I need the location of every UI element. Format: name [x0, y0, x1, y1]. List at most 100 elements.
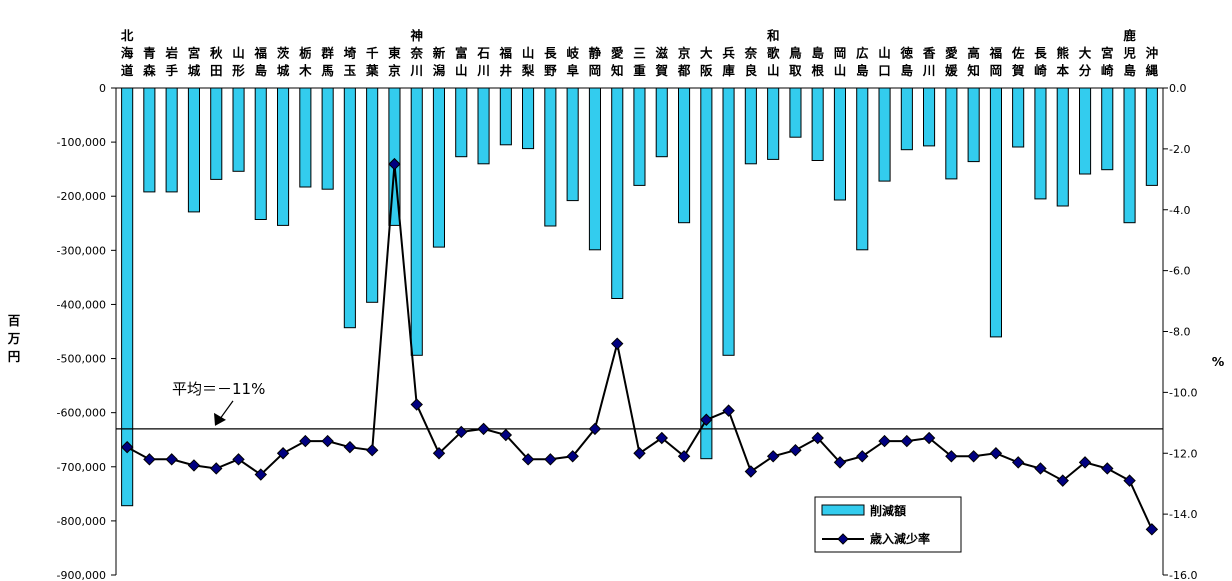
bar-兵庫 [722, 87, 735, 356]
rate-point-大阪 [700, 413, 713, 426]
category-label: 茨城 [277, 46, 290, 79]
rate-point-福岡 [989, 447, 1003, 460]
bar-三重 [633, 87, 646, 186]
average-arrow-head [214, 412, 226, 426]
bar-福岡 [989, 87, 1003, 338]
bar-静岡 [588, 87, 602, 251]
category-label: 富山 [455, 46, 468, 79]
category-label: 鹿児島 [1122, 28, 1136, 78]
rate-point-滋賀 [655, 431, 668, 445]
rate-point-岐阜 [566, 450, 579, 463]
category-label: 新潟 [433, 46, 446, 79]
bar-広島 [856, 87, 869, 251]
bar-茨城 [277, 87, 290, 226]
bar-長崎 [1034, 87, 1047, 200]
rate-point-熊本 [1056, 474, 1069, 487]
bar-大分 [1079, 87, 1092, 175]
category-label: 長野 [544, 46, 557, 79]
left-axis-ticks: 0 -100,000 -200,000 -300,000 -400,000 -500,00… [57, 82, 116, 581]
average-arrow-shaft [219, 400, 234, 420]
bar-青森 [143, 87, 156, 193]
category-label: 広島 [856, 46, 869, 79]
rate-point-三重 [633, 447, 646, 460]
left-tick-label: -600,000 [57, 407, 106, 420]
left-tick-label: 0 [99, 82, 106, 95]
rate-point-宮城 [187, 459, 201, 472]
category-label: 青森 [143, 46, 156, 79]
bar-奈良 [744, 87, 757, 165]
bar-千葉 [366, 87, 379, 303]
bar-高知 [967, 87, 980, 163]
rate-point-大分 [1078, 456, 1092, 469]
rate-point-富山 [455, 425, 468, 439]
category-label: 京都 [677, 46, 691, 79]
category-label: 群馬 [320, 46, 334, 79]
average-line-group: 平均＝－11% [116, 380, 1163, 430]
rate-point-新潟 [432, 447, 446, 460]
rate-point-京都 [677, 450, 691, 463]
rate-point-千葉 [365, 443, 379, 457]
bar-山梨 [522, 87, 535, 150]
category-label: 埼玉 [344, 46, 357, 79]
rate-point-岡山 [833, 456, 847, 469]
bar-佐賀 [1012, 87, 1025, 148]
rate-point-奈良 [744, 465, 758, 478]
category-label: 山梨 [521, 46, 535, 79]
right-axis-ticks: 0.0 -2.0 -4.0 -6.0 -8.0 -10.0 -12.0 -14.0 -16.0 [1163, 82, 1197, 581]
left-tick-label: -800,000 [57, 515, 106, 528]
bar-series [121, 87, 1158, 507]
left-tick-label: -300,000 [57, 244, 106, 257]
category-label: 福岡 [989, 46, 1003, 79]
category-label: 千葉 [365, 46, 379, 79]
rate-point-島根 [811, 431, 824, 445]
category-label: 熊本 [1057, 46, 1070, 79]
left-tick-label: -400,000 [57, 298, 106, 311]
right-tick-label: 0.0 [1169, 82, 1187, 95]
category-label: 山形 [232, 46, 245, 79]
category-label: 栃木 [298, 46, 312, 79]
right-tick-label: -12.0 [1169, 447, 1197, 460]
bar-福島 [254, 87, 267, 220]
bar-京都 [678, 87, 691, 224]
rate-point-秋田 [210, 462, 223, 475]
bar-滋賀 [655, 87, 668, 158]
rate-point-高知 [967, 450, 980, 463]
rate-point-長崎 [1034, 462, 1047, 475]
bar-長野 [544, 87, 557, 227]
bar-徳島 [900, 87, 913, 151]
right-tick-label: -8.0 [1169, 326, 1190, 339]
legend-label-line: 歳入減少率 [870, 531, 930, 546]
bar-鹿児島 [1123, 87, 1136, 224]
category-label: 宮崎 [1101, 46, 1114, 79]
bar-愛媛 [945, 87, 958, 180]
legend-swatch-marker [837, 533, 849, 545]
category-label: 徳島 [900, 46, 914, 79]
bar-石川 [477, 87, 490, 165]
category-label: 静岡 [589, 46, 602, 79]
bar-栃木 [299, 87, 312, 188]
left-tick-label: -500,000 [57, 353, 106, 366]
category-label: 大阪 [700, 46, 713, 79]
category-label: 香川 [922, 46, 936, 79]
bar-宮城 [187, 87, 200, 213]
category-label: 岐阜 [566, 46, 579, 79]
bar-神奈川 [410, 87, 423, 356]
legend-swatch-bar [821, 504, 865, 516]
right-tick-label: -16.0 [1169, 569, 1197, 581]
rate-point-山形 [232, 453, 245, 466]
bar-岩手 [165, 87, 178, 193]
rate-point-栃木 [299, 434, 312, 448]
bar-宮崎 [1101, 87, 1114, 171]
left-tick-label: -900,000 [57, 569, 106, 581]
rate-point-茨城 [276, 447, 290, 460]
category-label: 愛知 [610, 46, 624, 79]
rate-point-徳島 [900, 434, 914, 448]
rate-point-香川 [922, 431, 936, 445]
rate-point-長野 [544, 453, 557, 466]
category-label: 島根 [811, 46, 824, 79]
left-tick-label: -100,000 [57, 136, 106, 149]
rate-point-兵庫 [722, 404, 735, 417]
rate-point-埼玉 [343, 440, 357, 454]
category-label: 佐賀 [1011, 46, 1025, 79]
